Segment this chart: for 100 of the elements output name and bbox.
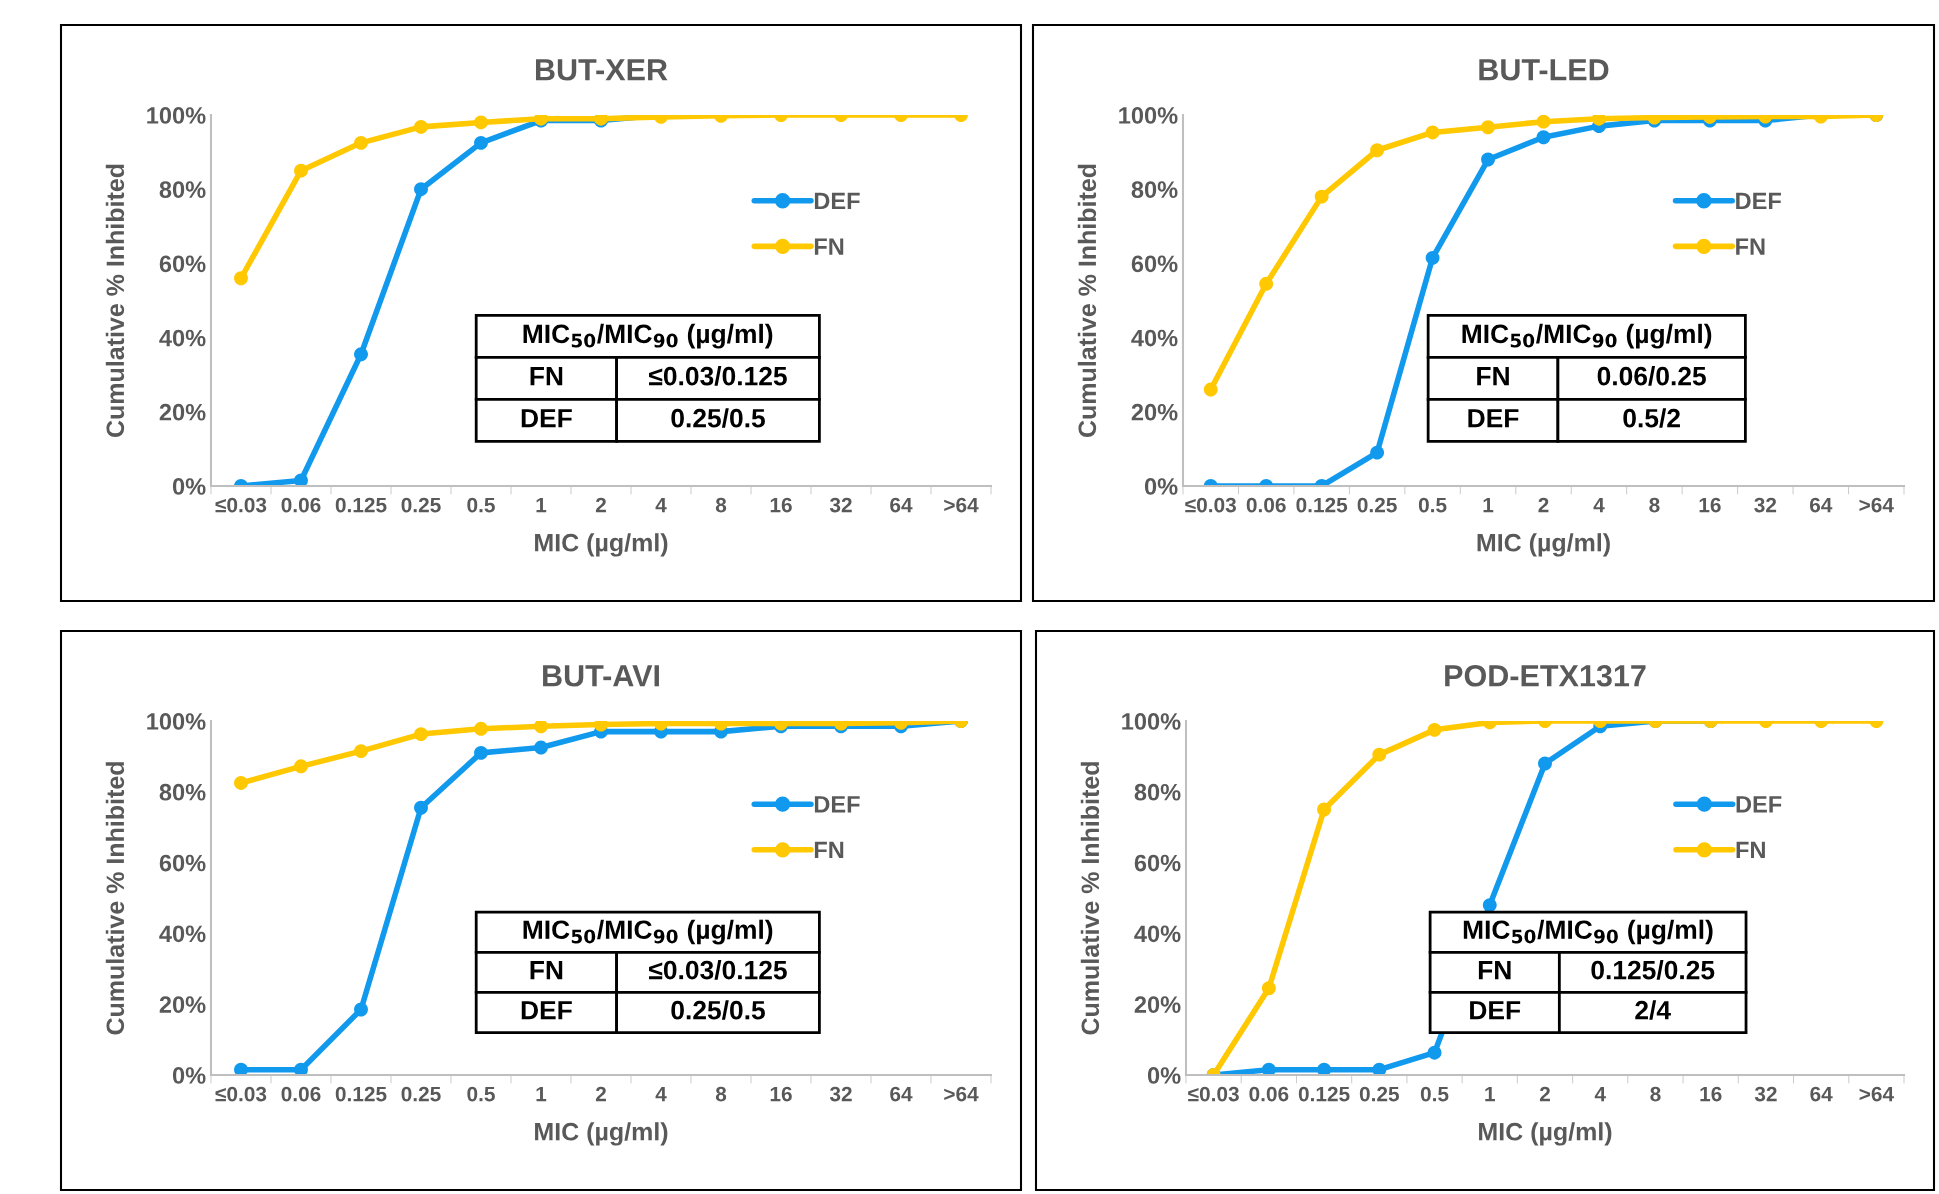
- x-tick-label: >64: [1859, 1086, 1894, 1102]
- annotation: MIC$_{50}$/MIC$_{90}$ (µg/ml): [1463, 919, 1713, 945]
- x-tick-label: 4: [1593, 497, 1605, 513]
- annotation: MIC$_{50}$/MIC$_{90}$ (µg/ml): [523, 919, 773, 945]
- point: [1482, 898, 1497, 913]
- annotation: 2/4: [1635, 1000, 1671, 1020]
- x-tick-label: 8: [715, 497, 727, 513]
- x-tick-label: 32: [1754, 1086, 1777, 1102]
- x-tick-label: >64: [944, 1086, 979, 1102]
- x-tick-label: 2: [595, 1086, 606, 1102]
- point: [354, 744, 368, 759]
- y-tick-label: 100%: [147, 713, 206, 730]
- chart-title: BUT-AVI: [543, 665, 659, 687]
- point: [1372, 1062, 1387, 1075]
- legend-label: FN: [1736, 238, 1765, 255]
- x-tick-label: 2: [1538, 497, 1549, 513]
- point: [1317, 1062, 1332, 1075]
- y-tick-label: 20%: [1131, 403, 1178, 421]
- point: [1370, 143, 1385, 158]
- point: [474, 745, 488, 760]
- x-axis-title: MIC (µg/ml): [535, 533, 668, 557]
- legend-label: DEF: [814, 192, 860, 210]
- point: [234, 271, 248, 286]
- point: [294, 759, 308, 774]
- legend-label: FN: [814, 238, 844, 255]
- point: [1427, 1045, 1442, 1060]
- annotation: ≤0.03/0.125: [649, 366, 787, 386]
- annotation: FN: [530, 961, 563, 980]
- x-tick-label: 8: [1650, 1086, 1661, 1102]
- point: [234, 1062, 248, 1075]
- legend-label: DEF: [814, 796, 860, 813]
- x-axis-title: MIC (µg/ml): [1479, 1122, 1612, 1146]
- y-tick-label: 40%: [159, 329, 206, 347]
- point: [1259, 276, 1274, 291]
- x-tick-label: 0.125: [1296, 497, 1348, 513]
- point: [1314, 189, 1329, 204]
- y-tick-label: 20%: [159, 403, 206, 421]
- y-tick-label: 0%: [1144, 478, 1178, 495]
- annotation: 0.25/0.5: [671, 1000, 765, 1020]
- x-tick-label: 0.25: [1359, 1086, 1399, 1102]
- annotation: DEF: [1470, 1001, 1521, 1020]
- x-tick-label: ≤0.03: [1188, 1086, 1239, 1102]
- x-axis-title: MIC (µg/ml): [535, 1122, 668, 1146]
- y-axis-title: Cumulative % Inhibited: [1080, 762, 1100, 1035]
- x-tick-label: 16: [1700, 1086, 1722, 1102]
- y-tick-label: 100%: [147, 107, 206, 124]
- x-tick-label: 0.06: [281, 1086, 321, 1102]
- annotation: DEF: [521, 409, 572, 428]
- y-tick-label: 80%: [1134, 783, 1181, 801]
- y-tick-label: 40%: [1131, 329, 1178, 347]
- x-tick-label: 2: [1539, 1086, 1550, 1102]
- point: [534, 740, 548, 755]
- y-tick-label: 80%: [159, 783, 206, 801]
- annotation: 0.25/0.5: [671, 408, 765, 428]
- x-tick-label: 2: [595, 497, 606, 513]
- x-tick-label: 0.25: [401, 497, 441, 513]
- y-tick-label: 0%: [172, 1067, 206, 1084]
- x-tick-label: >64: [1859, 497, 1894, 513]
- x-tick-label: 64: [1809, 497, 1833, 513]
- point: [354, 347, 368, 362]
- legend-label: FN: [814, 841, 844, 859]
- x-tick-label: 32: [1754, 497, 1777, 513]
- x-tick-label: ≤0.03: [215, 497, 267, 513]
- x-tick-label: 0.06: [1249, 1086, 1289, 1102]
- annotation: 0.5/2: [1623, 408, 1680, 428]
- point: [1481, 152, 1495, 167]
- point: [1425, 125, 1440, 140]
- x-tick-label: 0.125: [1298, 1086, 1350, 1102]
- y-tick-label: 0%: [1147, 1067, 1181, 1084]
- x-tick-label: 0.25: [401, 1086, 441, 1102]
- y-tick-label: 0%: [172, 478, 206, 495]
- y-axis-title: Cumulative % Inhibited: [1077, 164, 1097, 437]
- point: [414, 800, 428, 815]
- x-tick-label: 1: [536, 497, 547, 513]
- point: [234, 776, 248, 790]
- y-tick-label: 60%: [1134, 854, 1181, 872]
- y-axis-title: Cumulative % Inhibited: [105, 164, 125, 437]
- y-tick-label: 80%: [1131, 181, 1178, 198]
- point: [1536, 115, 1551, 129]
- point: [1425, 250, 1440, 265]
- y-tick-label: 100%: [1122, 713, 1181, 730]
- y-tick-label: 40%: [1134, 925, 1181, 943]
- x-tick-label: 8: [1649, 497, 1660, 513]
- annotation: 0.06/0.25: [1597, 366, 1706, 386]
- point: [294, 163, 308, 178]
- y-axis-title: Cumulative % Inhibited: [105, 762, 125, 1035]
- point: [474, 115, 488, 130]
- x-tick-label: 8: [715, 1086, 727, 1102]
- x-tick-label: 1: [1483, 497, 1494, 513]
- point: [1261, 981, 1276, 996]
- y-tick-label: 40%: [159, 925, 206, 943]
- legend-label: DEF: [1736, 192, 1781, 210]
- x-tick-label: 4: [655, 497, 667, 513]
- x-tick-label: ≤0.03: [1185, 497, 1236, 513]
- legend-label: DEF: [1736, 796, 1782, 813]
- x-tick-label: 0.5: [467, 1086, 495, 1102]
- point: [414, 727, 428, 742]
- chart-title: POD-ETX1317: [1445, 664, 1646, 687]
- x-tick-label: 0.5: [1418, 497, 1447, 513]
- y-tick-label: 60%: [1131, 255, 1178, 273]
